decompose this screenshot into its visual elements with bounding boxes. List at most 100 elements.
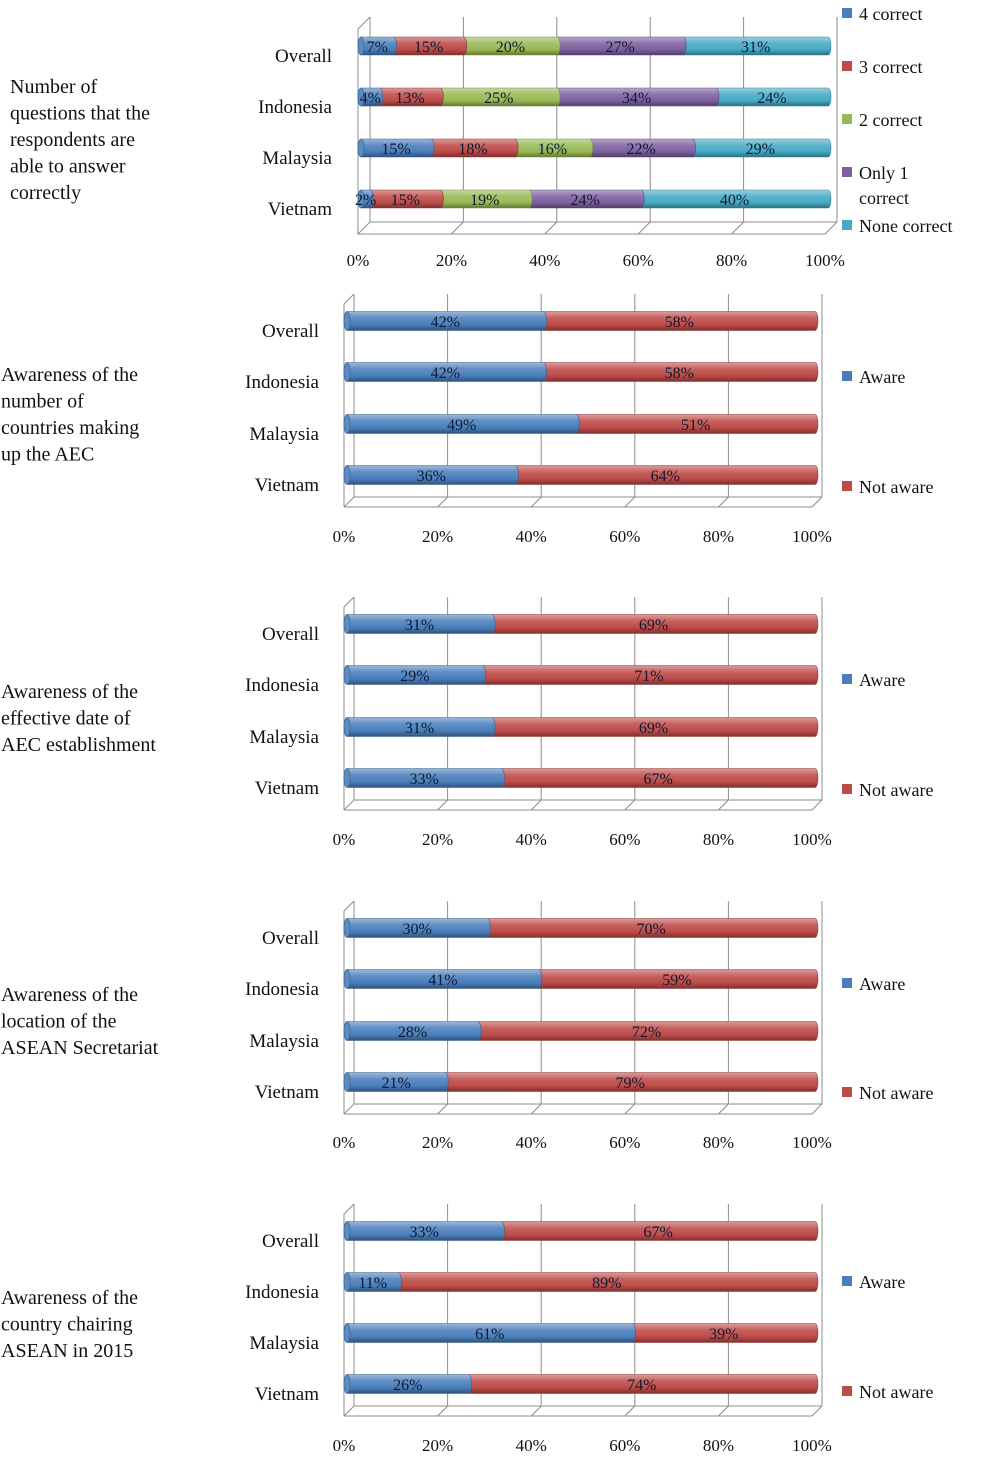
x-tick-label: 0% [333,1133,356,1152]
bar-end-cap [343,465,351,485]
panel-title-line: Awareness of the [1,681,138,703]
panel-title-line: Number of [10,76,98,98]
floor-line [811,799,823,811]
data-label: 15% [391,192,420,209]
floor-line [624,799,636,811]
legend-label: Aware [859,670,905,690]
floor-line [437,1103,448,1115]
data-label: 74% [627,1377,656,1394]
legend-label: Aware [859,974,905,994]
category-label: Overall [262,624,319,645]
x-tick-label: 40% [516,830,547,849]
panel-title-line: Awareness of the [1,984,138,1006]
bar-end-cap [343,362,351,382]
data-label: 89% [592,1275,621,1292]
floor-line [544,221,558,235]
data-label: 34% [622,90,651,107]
x-tick-label: 40% [516,1436,547,1455]
x-tick-label: 20% [422,1436,453,1455]
legend-label: Aware [859,1272,905,1292]
floor-line [718,1103,729,1115]
data-label: 67% [644,771,673,788]
x-tick-label: 0% [333,1436,356,1455]
floor-line [718,496,729,508]
floor-line [451,221,464,235]
gridlines [343,596,823,811]
bar-end-cap [343,918,351,938]
panel-title-line: ASEAN Secretariat [1,1037,159,1059]
category-label: Indonesia [245,372,319,393]
bar-end-cap [343,768,351,788]
wall-top-line [343,596,355,608]
panel-title-line: AEC establishment [1,734,156,756]
x-tick-label: 80% [703,830,734,849]
chart-panel-4: 0% 20% 40% 60% 80% 100% Overall Indonesia Malays… [1,900,933,1152]
floor-line [811,1405,823,1417]
data-label: 13% [395,90,424,107]
gridlines [343,900,823,1115]
x-tick-label: 0% [333,527,356,546]
category-label: Malaysia [249,1031,319,1052]
data-label: 7% [367,39,388,56]
data-label: 69% [639,720,668,737]
wall-top-line [343,293,355,305]
legend-swatch [842,371,852,381]
floor-line [530,1103,542,1115]
bar-end-cap [357,138,365,158]
category-label: Malaysia [262,148,332,169]
x-tick-label: 40% [516,527,547,546]
x-tick-label: 100% [792,1436,832,1455]
legend-label: Not aware [859,1382,933,1402]
chart-panel-3: 0% 20% 40% 60% 80% 100% Overall Indonesia Malays… [1,596,933,849]
floor-line [530,799,542,811]
data-label: 49% [447,417,476,434]
floor-line [343,799,355,811]
data-label: 58% [665,314,694,331]
wall-top-line [343,900,355,912]
legend-label: Not aware [859,780,933,800]
data-label: 27% [606,39,635,56]
data-label: 31% [405,617,434,634]
category-label: Indonesia [245,675,319,696]
bar-end-cap [357,189,365,209]
legend-label: 4 correct [859,4,922,24]
data-label: 15% [381,141,410,158]
legend-label: 2 correct [859,110,922,130]
floor-line [343,1103,355,1115]
data-label: 16% [538,141,567,158]
data-label: 79% [615,1075,644,1092]
panel-title-line: Awareness of the [1,364,138,386]
data-label: 31% [405,720,434,737]
panel-title-line: number of [1,391,84,413]
data-label: 30% [403,921,432,938]
panel-title-line: location of the [1,1011,117,1033]
wall-top-line [343,1203,355,1215]
data-label: 58% [665,365,694,382]
data-label: 31% [741,39,770,56]
floor-line [624,1405,636,1417]
legend-swatch [842,674,852,684]
legend-swatch [842,1386,852,1396]
data-label: 39% [709,1326,738,1343]
data-label: 70% [637,921,666,938]
x-tick-label: 60% [609,527,640,546]
data-label: 20% [496,39,525,56]
x-tick-label: 20% [422,830,453,849]
floor-line [343,1405,355,1417]
panel-title-line: respondents are [10,129,135,151]
data-label: 59% [662,972,691,989]
legend-label: Not aware [859,477,933,497]
data-label: 26% [393,1377,422,1394]
floor-line [437,1405,448,1417]
floor-line [637,221,651,235]
data-label: 69% [639,617,668,634]
data-label: 42% [431,365,460,382]
x-tick-label: 20% [422,1133,453,1152]
bar-end-cap [357,36,365,56]
x-tick-label: 20% [436,251,467,270]
legend-swatch [842,114,852,124]
data-label: 21% [381,1075,410,1092]
panel-title-line: correctly [10,182,81,204]
